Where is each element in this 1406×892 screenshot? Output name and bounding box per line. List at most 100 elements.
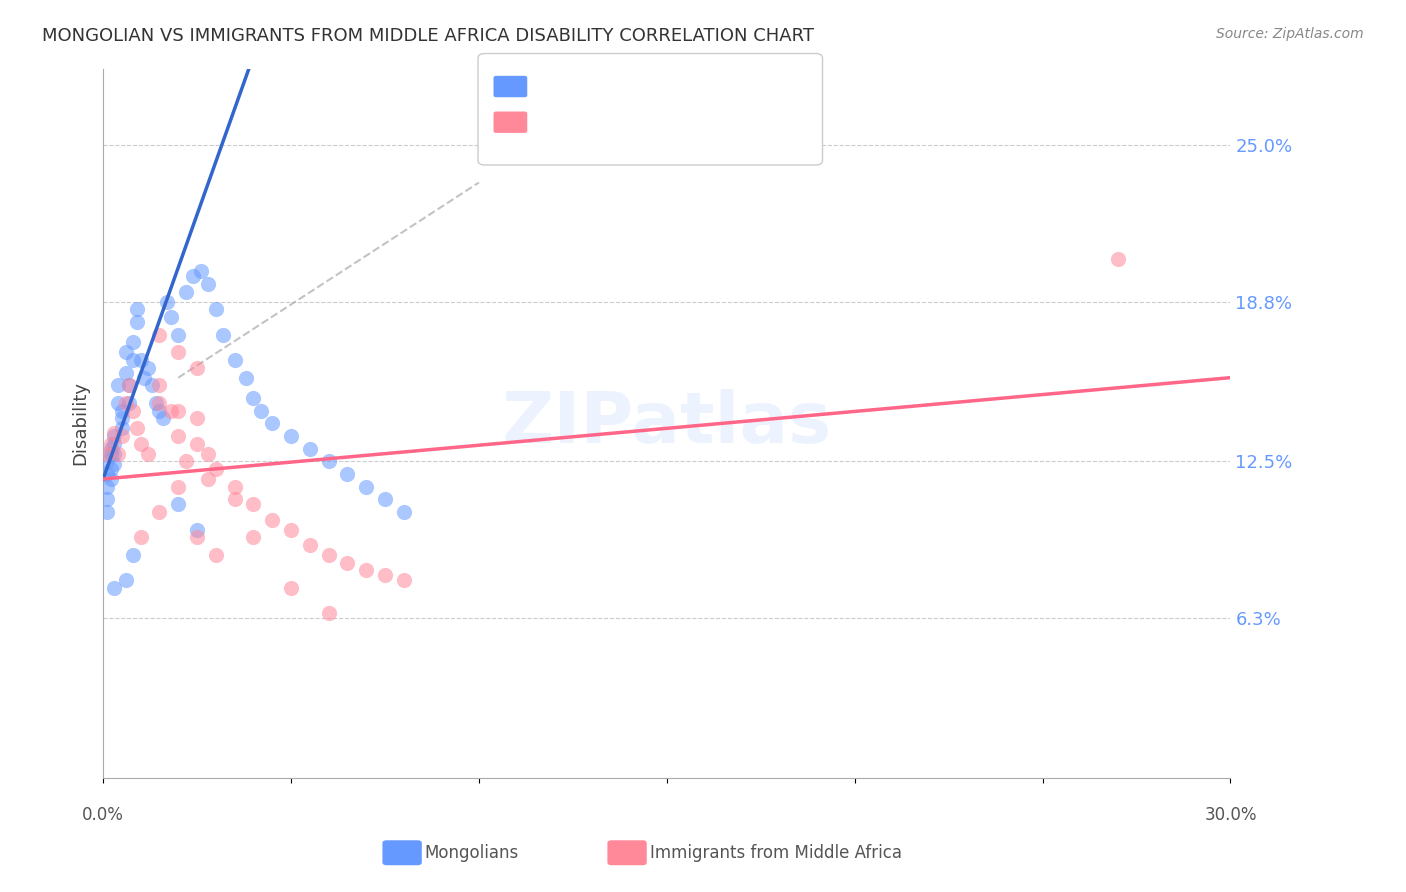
Point [224, 492, 246, 507]
Point [205, 462, 228, 476]
Point [118, 378, 141, 392]
Point [100, 447, 122, 461]
Point [103, 447, 125, 461]
Point [100, 472, 122, 486]
Point [181, 269, 204, 284]
Point [167, 403, 190, 417]
Point [148, 396, 170, 410]
Point [111, 421, 134, 435]
Point [250, 403, 273, 417]
Text: N = 45: N = 45 [689, 112, 756, 129]
Point [280, 429, 302, 443]
Point [148, 505, 170, 519]
Point [107, 447, 129, 461]
Text: 0.0%: 0.0% [82, 806, 124, 824]
Text: R = 0.263: R = 0.263 [533, 112, 631, 129]
Point [156, 294, 179, 309]
Point [100, 436, 122, 450]
Point [159, 310, 181, 324]
Point [129, 436, 152, 450]
Point [111, 429, 134, 443]
Point [103, 581, 125, 595]
Point [186, 411, 208, 425]
Point [96, 492, 118, 507]
Point [122, 548, 145, 562]
Point [167, 327, 190, 342]
Point [122, 335, 145, 350]
Point [103, 429, 125, 443]
Point [159, 403, 181, 417]
Point [205, 548, 228, 562]
Point [145, 396, 167, 410]
Point [148, 378, 170, 392]
Point [134, 370, 156, 384]
Text: Source: ZipAtlas.com: Source: ZipAtlas.com [1216, 27, 1364, 41]
Point [125, 302, 148, 317]
Point [354, 563, 377, 577]
Point [125, 315, 148, 329]
Point [392, 574, 415, 588]
Point [103, 426, 125, 441]
Point [122, 403, 145, 417]
Point [197, 447, 219, 461]
Text: Mongolians: Mongolians [425, 844, 519, 862]
Point [186, 530, 208, 544]
Point [129, 352, 152, 367]
Point [336, 467, 359, 481]
Point [374, 492, 396, 507]
Point [107, 378, 129, 392]
Point [235, 370, 257, 384]
Point [212, 327, 235, 342]
Text: N = 59: N = 59 [689, 76, 756, 94]
Point [318, 607, 340, 621]
Point [242, 530, 264, 544]
Y-axis label: Disability: Disability [72, 381, 89, 466]
Text: 30.0%: 30.0% [1204, 806, 1257, 824]
Point [186, 436, 208, 450]
Point [96, 454, 118, 468]
Point [148, 403, 170, 417]
Point [298, 442, 321, 456]
Point [141, 378, 163, 392]
Point [129, 530, 152, 544]
Point [167, 429, 190, 443]
Point [186, 523, 208, 537]
Point [114, 396, 136, 410]
Point [174, 285, 197, 299]
Point [336, 556, 359, 570]
Point [242, 391, 264, 405]
Text: ZIPatlas: ZIPatlas [502, 389, 832, 458]
Point [224, 480, 246, 494]
Point [318, 454, 340, 468]
Point [107, 396, 129, 410]
Point [262, 512, 284, 526]
Point [197, 472, 219, 486]
Point [280, 581, 302, 595]
Point [190, 264, 212, 278]
Point [354, 480, 377, 494]
Point [96, 480, 118, 494]
Point [167, 497, 190, 511]
Point [103, 457, 125, 471]
Point [100, 462, 122, 476]
Point [136, 447, 159, 461]
Point [262, 417, 284, 431]
Point [1107, 252, 1129, 266]
Point [167, 480, 190, 494]
Point [280, 523, 302, 537]
Point [118, 378, 141, 392]
Point [114, 366, 136, 380]
Point [174, 454, 197, 468]
Point [197, 277, 219, 291]
Point [114, 345, 136, 359]
Point [122, 352, 145, 367]
Point [96, 447, 118, 461]
Point [96, 505, 118, 519]
Point [114, 574, 136, 588]
Point [148, 327, 170, 342]
Point [100, 442, 122, 456]
Point [96, 467, 118, 481]
Point [318, 548, 340, 562]
Point [125, 421, 148, 435]
Point [242, 497, 264, 511]
